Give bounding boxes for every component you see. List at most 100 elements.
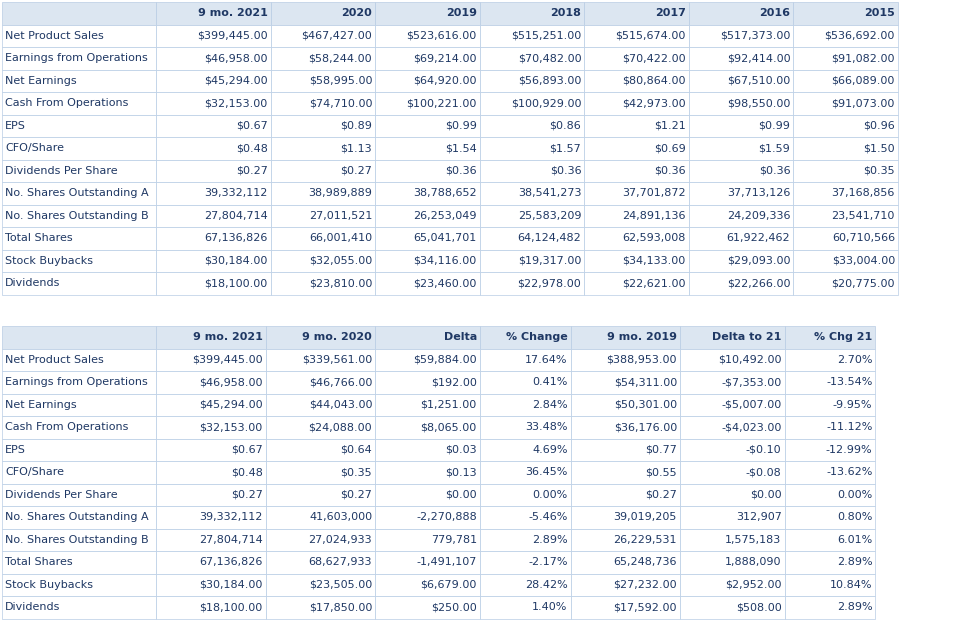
Bar [156,24,271,47]
Bar [375,484,480,506]
Text: $8,065.00: $8,065.00 [420,422,477,432]
Text: No. Shares Outstanding A: No. Shares Outstanding A [5,188,149,198]
Bar [271,47,375,69]
Bar [2,272,156,294]
Bar [480,461,571,484]
Bar [156,326,266,349]
Text: -$0.10: -$0.10 [746,445,782,455]
Text: $1.13: $1.13 [341,143,372,153]
Text: 2.89%: 2.89% [837,602,872,612]
Text: 39,332,112: 39,332,112 [204,188,268,198]
Bar [375,137,480,159]
Text: $23,460.00: $23,460.00 [413,278,477,288]
Text: 24,209,336: 24,209,336 [727,211,790,221]
Bar [266,484,375,506]
Text: 9 mo. 2021: 9 mo. 2021 [192,332,263,342]
Text: $32,153.00: $32,153.00 [204,98,268,108]
Text: 27,804,714: 27,804,714 [199,535,263,545]
Bar [156,114,271,137]
Bar [2,551,156,574]
Text: $0.48: $0.48 [235,143,268,153]
Text: -2.17%: -2.17% [529,558,568,568]
Bar [680,551,785,574]
Bar [375,92,480,114]
Text: $192.00: $192.00 [431,378,477,388]
Text: $34,133.00: $34,133.00 [622,256,686,266]
Bar [571,551,680,574]
Bar [785,506,875,529]
Text: $46,958.00: $46,958.00 [204,53,268,63]
Bar [156,484,266,506]
Text: No. Shares Outstanding B: No. Shares Outstanding B [5,211,149,221]
Bar [689,272,793,294]
Text: 2015: 2015 [865,8,895,18]
Text: 1,888,090: 1,888,090 [725,558,782,568]
Text: $2,952.00: $2,952.00 [725,580,782,590]
Text: $0.36: $0.36 [550,166,581,176]
Text: 26,253,049: 26,253,049 [413,211,477,221]
Text: $46,958.00: $46,958.00 [199,378,263,388]
Bar [785,596,875,619]
Bar [480,349,571,371]
Text: -1,491,107: -1,491,107 [416,558,477,568]
Text: $22,266.00: $22,266.00 [727,278,790,288]
Bar [571,349,680,371]
Text: 39,019,205: 39,019,205 [614,512,677,522]
Bar [689,24,793,47]
Bar [689,114,793,137]
Bar [793,227,898,249]
Bar [375,159,480,182]
Bar [375,416,480,439]
Bar [571,439,680,461]
Text: Cash From Operations: Cash From Operations [5,98,128,108]
Text: $1.57: $1.57 [549,143,581,153]
Bar [156,204,271,227]
Bar [271,159,375,182]
Bar [375,204,480,227]
Text: $30,184.00: $30,184.00 [204,256,268,266]
Text: 2.70%: 2.70% [837,355,872,365]
Bar [785,484,875,506]
Text: $69,214.00: $69,214.00 [413,53,477,63]
Bar [480,596,571,619]
Text: -$0.08: -$0.08 [745,468,782,478]
Text: $0.99: $0.99 [445,121,477,131]
Bar [584,249,689,272]
Text: $0.27: $0.27 [340,490,372,500]
Bar [793,137,898,159]
Bar [156,159,271,182]
Bar [2,349,156,371]
Bar [266,349,375,371]
Bar [375,182,480,204]
Text: $22,978.00: $22,978.00 [518,278,581,288]
Text: 1,575,183: 1,575,183 [725,535,782,545]
Text: 2017: 2017 [655,8,686,18]
Bar [584,182,689,204]
Text: $36,176.00: $36,176.00 [614,422,677,432]
Text: $45,294.00: $45,294.00 [204,76,268,86]
Text: 0.00%: 0.00% [837,490,872,500]
Text: No. Shares Outstanding B: No. Shares Outstanding B [5,535,149,545]
Text: 27,024,933: 27,024,933 [309,535,372,545]
Bar [571,326,680,349]
Bar [375,326,480,349]
Bar [584,204,689,227]
Bar [584,114,689,137]
Text: 0.41%: 0.41% [532,378,568,388]
Text: $0.99: $0.99 [758,121,790,131]
Bar [266,551,375,574]
Text: 33.48%: 33.48% [525,422,568,432]
Text: 27,804,714: 27,804,714 [204,211,268,221]
Text: $0.00: $0.00 [446,490,477,500]
Text: $0.36: $0.36 [655,166,686,176]
Text: $1.54: $1.54 [445,143,477,153]
Text: 2018: 2018 [550,8,581,18]
Bar [2,394,156,416]
Text: $17,850.00: $17,850.00 [309,602,372,612]
Bar [793,272,898,294]
Text: $0.69: $0.69 [654,143,686,153]
Bar [266,506,375,529]
Bar [785,349,875,371]
Bar [571,394,680,416]
Text: $0.27: $0.27 [340,166,372,176]
